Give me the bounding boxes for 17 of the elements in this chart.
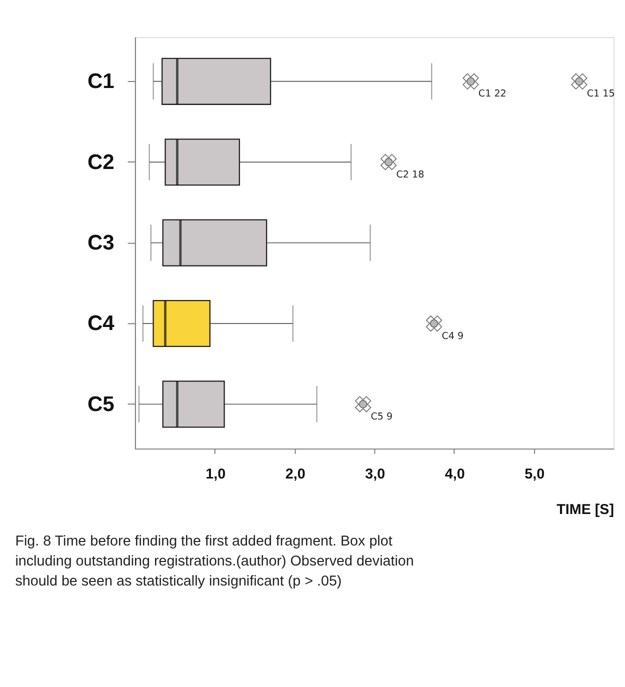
caption: Fig. 8 Time before finding the first added fragment. Box plot including outstanding registrations.(author) Observed deviation should be seen as statistically insignificant (p > .05) — [15, 533, 414, 590]
annotation: C5 9 — [370, 412, 393, 423]
x-tick-label: 1,0 — [206, 466, 226, 483]
x-tick-label: 3,0 — [365, 466, 386, 483]
x-tick-label: 4,0 — [444, 466, 465, 483]
y-tick-label: C3 — [87, 232, 114, 255]
y-tick-label: C5 — [87, 392, 115, 416]
y-tick-label: C2 — [87, 150, 114, 174]
y-tick-label: C4 — [87, 312, 115, 336]
x-tick-label: 2,0 — [285, 466, 306, 483]
annotation: C2 18 — [396, 169, 424, 180]
x-axis-title: TIME [S] — [556, 502, 614, 518]
y-tick-label: C1 — [87, 70, 115, 94]
x-tick-label: 5,0 — [524, 466, 545, 483]
annotation: C1 22 — [478, 88, 506, 100]
annotation: C4 9 — [442, 330, 464, 342]
annotation: C1 15 — [586, 88, 615, 100]
